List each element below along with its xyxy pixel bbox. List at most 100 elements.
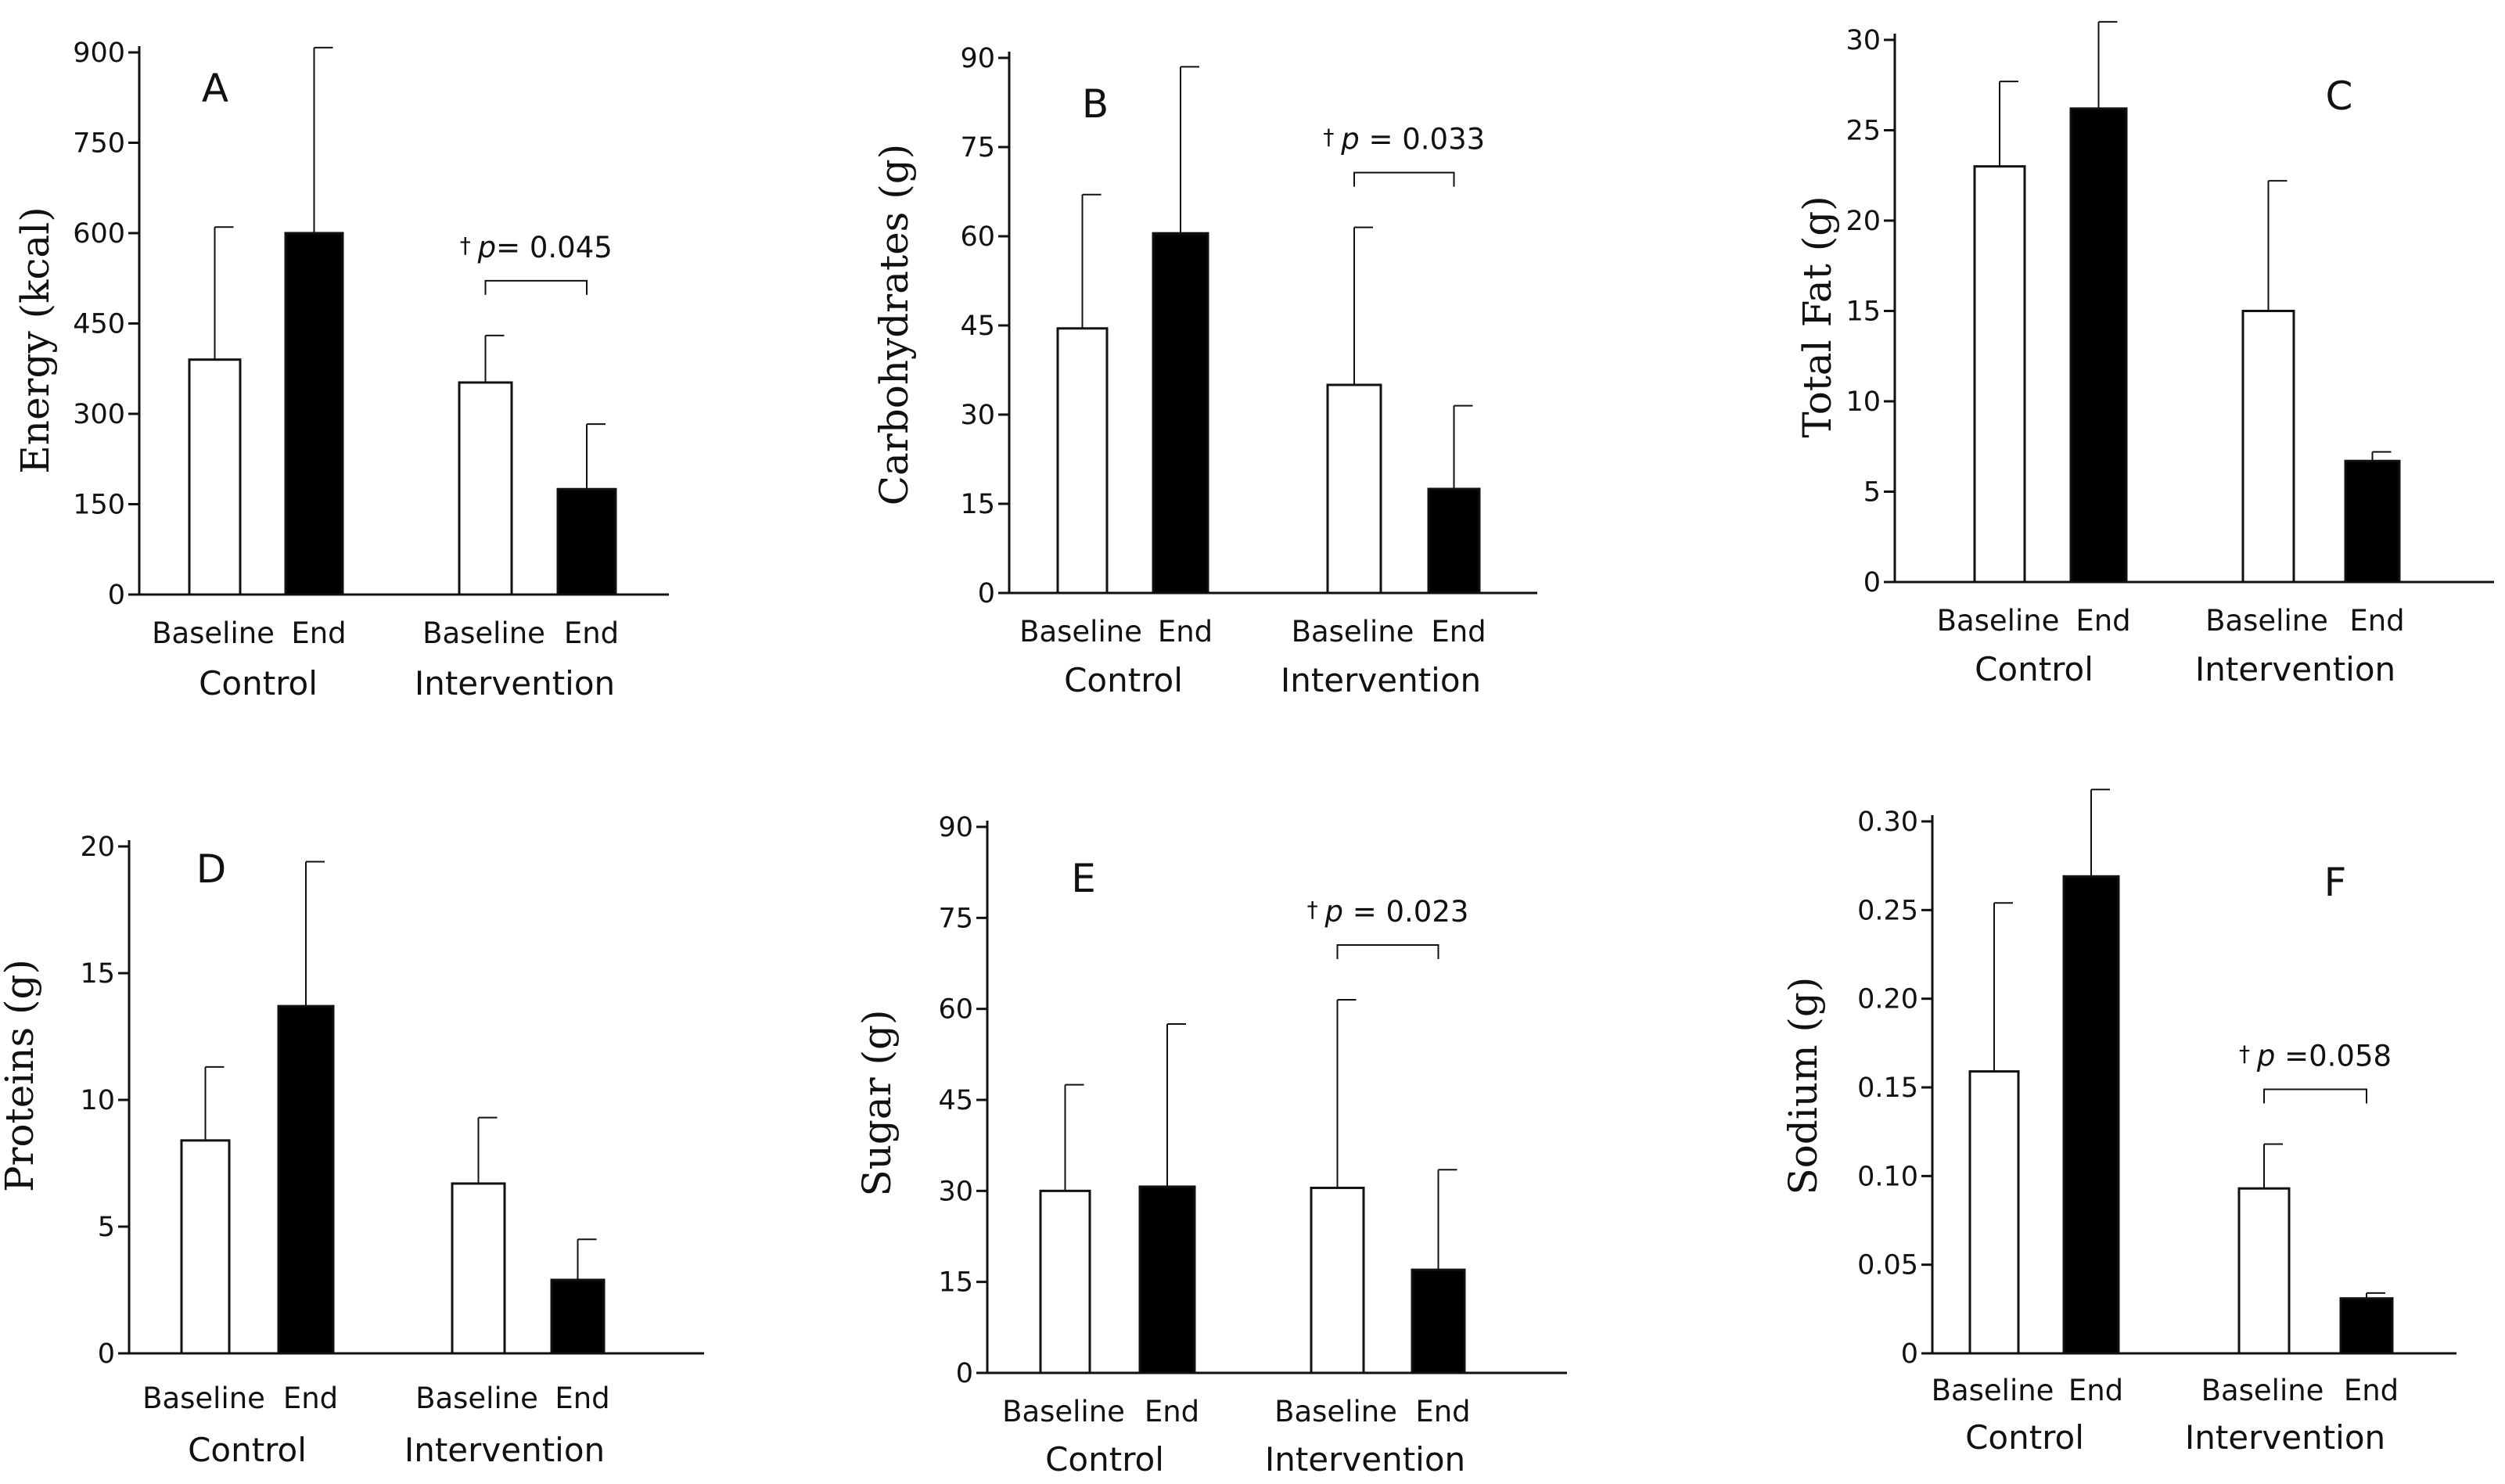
panel-e: 0 15 30 45 60 75 90 Sugar (g) Baseline End Baselin… [854, 812, 1567, 1479]
y-tick-label: 15 [1846, 296, 1881, 328]
y-tick-label: 150 [73, 490, 125, 521]
y-tick-label: 15 [80, 958, 115, 990]
y-axis-title: Sugar (g) [854, 1009, 900, 1196]
bar [284, 232, 344, 596]
x-tick-label: Baseline [1292, 615, 1414, 649]
y-tick-label: 60 [960, 221, 995, 253]
group-label-intervention: Intervention [2185, 1418, 2385, 1457]
bar [550, 1278, 606, 1355]
bar [2062, 875, 2120, 1355]
bar [2237, 1187, 2291, 1355]
y-tick-label: 45 [938, 1085, 973, 1116]
x-tick-label: Baseline [1932, 1374, 2054, 1407]
bar [188, 358, 242, 596]
x-tick-label: End [1145, 1395, 1199, 1428]
x-tick-label: End [1431, 615, 1486, 649]
y-tick-label: 600 [73, 218, 125, 250]
bar [1152, 232, 1209, 595]
y-axis-title: Carbohydrates (g) [872, 144, 917, 506]
y-tick-label: 0.30 [1857, 807, 1918, 838]
x-tick-label: Baseline [1019, 615, 1142, 649]
panel-d: 0 5 10 15 20 Proteins (g) Baseline End Baseline E… [0, 832, 704, 1469]
group-label-intervention: Intervention [404, 1431, 605, 1469]
y-tick-label: 30 [960, 400, 995, 431]
y-tick-label: 0 [108, 580, 125, 611]
bar [1310, 1186, 1365, 1374]
panel-letter: E [1071, 856, 1096, 901]
group-label-intervention: Intervention [415, 664, 615, 702]
y-tick-label: 75 [938, 903, 973, 934]
y-axis-title: Total Fat (g) [1795, 196, 1840, 437]
group-label-control: Control [1965, 1418, 2084, 1457]
x-tick-label: End [291, 616, 346, 650]
y-tick-label: 0.20 [1857, 984, 1918, 1015]
panel-letter: F [2324, 860, 2347, 905]
group-label-intervention: Intervention [1281, 661, 1481, 699]
panel-letter: C [2326, 74, 2353, 119]
y-axis-title: Proteins (g) [0, 959, 42, 1192]
y-tick-label: 750 [73, 128, 125, 160]
y-tick-label: 25 [1846, 116, 1881, 147]
x-tick-label: End [2076, 604, 2130, 638]
y-tick-label: 0 [956, 1358, 973, 1389]
significance-bracket [1353, 171, 1455, 187]
y-tick-label: 5 [1863, 477, 1881, 508]
group-label-control: Control [1045, 1440, 1164, 1479]
bar [1427, 487, 1481, 595]
p-value-text: = 0.023 [1343, 895, 1468, 929]
x-tick-label: Baseline [2205, 604, 2328, 638]
x-tick-label: End [2349, 604, 2404, 638]
bar [1411, 1268, 1466, 1374]
y-tick-label: 60 [938, 994, 973, 1026]
y-tick-label: 75 [960, 132, 995, 163]
bar [451, 1182, 506, 1355]
p-symbol: p [477, 231, 497, 264]
p-value-annotation: † p = 0.023 [1307, 895, 1469, 929]
group-label-control: Control [188, 1431, 307, 1469]
x-tick-label: Baseline [1937, 604, 2060, 638]
p-symbol: p [1324, 895, 1343, 929]
y-tick-label: 45 [960, 311, 995, 342]
y-tick-label: 0.05 [1857, 1250, 1918, 1281]
x-tick-label: Baseline [415, 1382, 538, 1415]
y-axis-title: Energy (kcal) [13, 207, 58, 473]
y-tick-label: 450 [73, 309, 125, 340]
bar [458, 381, 513, 596]
panel-b: 0 15 30 45 60 75 90 Carbohydrates (g) Baseline En… [872, 43, 1537, 699]
y-tick-label: 0.25 [1857, 895, 1918, 926]
bar [277, 1004, 335, 1355]
significance-bracket [484, 279, 588, 295]
group-label-control: Control [1975, 650, 2093, 688]
group-label-intervention: Intervention [2195, 650, 2395, 688]
bar [2344, 459, 2401, 584]
y-tick-label: 0 [98, 1338, 115, 1370]
bar [1056, 327, 1109, 595]
bar [1973, 165, 2026, 584]
y-tick-label: 5 [98, 1212, 115, 1243]
p-symbol: p [1340, 123, 1360, 156]
p-symbol: p [2256, 1040, 2276, 1073]
x-tick-label: End [2068, 1374, 2123, 1407]
y-tick-label: 0 [1901, 1338, 1918, 1370]
panel-letter: A [202, 66, 228, 111]
bar [1138, 1185, 1196, 1374]
y-tick-label: 15 [960, 489, 995, 520]
dagger-symbol: † [460, 232, 478, 258]
y-tick-label: 0.10 [1857, 1161, 1918, 1192]
x-tick-label: Baseline [2201, 1374, 2324, 1407]
y-tick-label: 10 [1846, 386, 1881, 418]
p-value-text: = 0.045 [496, 231, 613, 264]
x-tick-label: End [2344, 1374, 2399, 1407]
significance-bracket [1336, 944, 1439, 960]
x-tick-label: End [555, 1382, 609, 1415]
group-label-intervention: Intervention [1265, 1440, 1465, 1479]
x-tick-label: End [1415, 1395, 1470, 1428]
y-tick-label: 0 [978, 578, 995, 609]
group-label-control: Control [1064, 661, 1183, 699]
dagger-symbol: † [1307, 897, 1325, 922]
x-tick-label: Baseline [422, 616, 545, 650]
y-tick-label: 90 [938, 812, 973, 843]
dagger-symbol: † [2239, 1041, 2257, 1067]
x-tick-label: End [283, 1382, 338, 1415]
